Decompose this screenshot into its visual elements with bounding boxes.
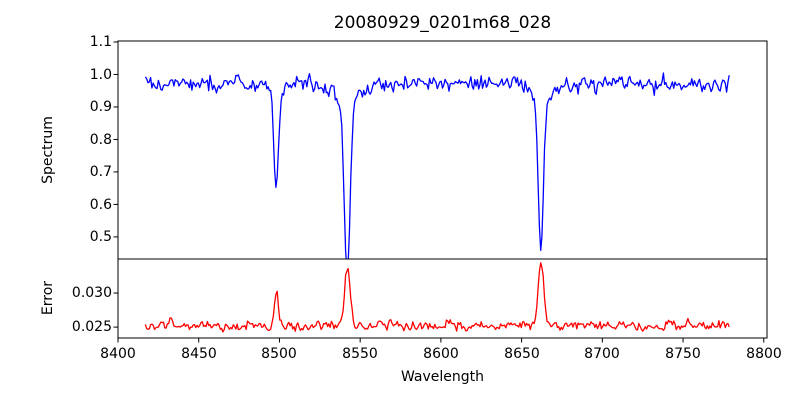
x-tick-label: 8650 xyxy=(504,346,540,362)
y-tick-label: 0.6 xyxy=(89,197,112,213)
spectrum-y-axis-label: Spectrum xyxy=(40,116,56,184)
x-tick-label: 8450 xyxy=(181,346,217,362)
error-line xyxy=(144,262,730,333)
y-tick-label: 0.5 xyxy=(89,229,112,245)
x-tick-label: 8600 xyxy=(423,346,459,362)
error-panel-frame xyxy=(117,258,768,339)
x-tick-label: 8700 xyxy=(584,346,620,362)
y-tick-label: 0.7 xyxy=(89,164,112,180)
x-tick-label: 8750 xyxy=(665,346,701,362)
x-tick-label: 8500 xyxy=(261,346,297,362)
y-tick-label: 1.1 xyxy=(89,34,112,50)
chart-title: 20080929_0201m68_028 xyxy=(333,13,552,33)
x-tick-label: 8400 xyxy=(100,346,136,362)
y-tick-label: 0.8 xyxy=(89,132,112,148)
x-tick-label: 8550 xyxy=(342,346,378,362)
y-tick-label: 0.9 xyxy=(89,99,112,115)
spectrum-panel-frame xyxy=(117,40,768,260)
y-tick-label: 0.025 xyxy=(71,319,112,335)
error-y-axis-label: Error xyxy=(40,280,56,316)
y-tick-label: 0.030 xyxy=(71,285,112,301)
spectrum-line xyxy=(144,72,730,259)
x-tick-label: 8800 xyxy=(746,346,782,362)
y-tick-label: 1.0 xyxy=(89,67,112,83)
x-axis-label: Wavelength xyxy=(400,369,485,385)
